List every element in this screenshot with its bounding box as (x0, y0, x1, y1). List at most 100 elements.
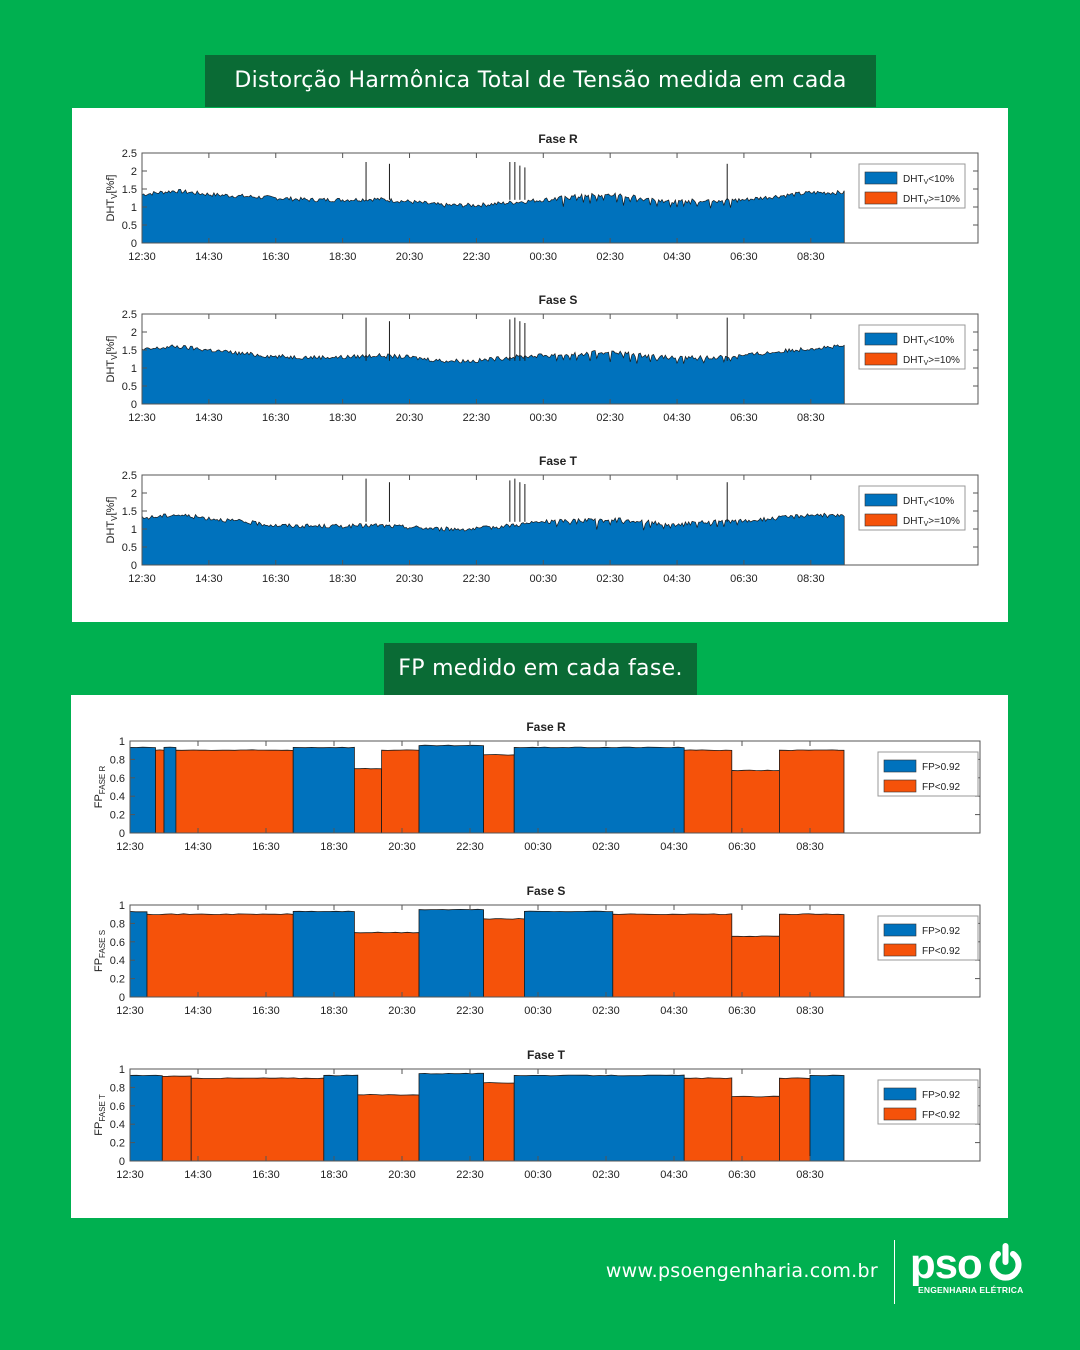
chart-title: Fase T (539, 454, 578, 468)
x-tick-label: 20:30 (388, 1005, 416, 1017)
x-tick-label: 12:30 (116, 1169, 144, 1181)
dht-area-series (141, 512, 845, 566)
y-tick-label: 1 (131, 202, 137, 214)
y-tick-label: 1 (119, 736, 125, 748)
x-tick-label: 00:30 (524, 1169, 552, 1181)
x-tick-label: 20:30 (396, 412, 424, 424)
plot-frame (129, 740, 981, 834)
x-tick-label: 22:30 (456, 841, 484, 853)
y-tick-label: 1 (131, 363, 137, 375)
y-tick-label: 0 (119, 1156, 125, 1168)
x-tick-label: 16:30 (262, 412, 290, 424)
fp-segment (323, 1074, 359, 1162)
chart-fp-r: 0 0.2 0.4 0.6 0.8 1 12:30 14:30 16:30 18:30 20:30 2… (93, 720, 981, 853)
legend-label: DHTV<10% (903, 496, 954, 508)
y-axis-label: DHTV[%f] (105, 175, 119, 222)
dht-charts-svg: 0 0.5 1 1.5 2 2.5 12:30 14:30 16:30 18:30 20:30 22:… (105, 132, 979, 585)
legend-label: FP>0.92 (922, 926, 961, 937)
fp-segment (292, 746, 355, 834)
y-tick-label: 2.5 (122, 309, 137, 321)
y-tick-label: 2 (131, 327, 137, 339)
legend-label: FP>0.92 (922, 762, 961, 773)
y-tick-label: 1 (119, 1064, 125, 1076)
plot-frame (141, 152, 979, 244)
x-tick-label: 16:30 (252, 841, 280, 853)
fp-segment (683, 1077, 733, 1162)
x-tick-label: 14:30 (184, 1005, 212, 1017)
x-tick-label: 22:30 (456, 1169, 484, 1181)
y-tick-label: 1 (119, 900, 125, 912)
x-tick-label: 22:30 (463, 251, 491, 263)
y-tick-label: 0.4 (110, 1119, 125, 1131)
fp-segment (731, 769, 780, 834)
legend-swatch (864, 332, 898, 346)
x-tick-label: 06:30 (730, 251, 758, 263)
x-tick-label: 20:30 (396, 573, 424, 585)
fp-segment (129, 1074, 163, 1162)
x-tick-label: 08:30 (796, 841, 824, 853)
x-tick-label: 18:30 (320, 1005, 348, 1017)
y-tick-label: 0 (119, 828, 125, 840)
y-tick-label: 0.5 (122, 542, 137, 554)
y-tick-label: 0 (119, 992, 125, 1004)
fp-segment (418, 908, 484, 998)
x-tick-label: 14:30 (184, 841, 212, 853)
fp-segment (190, 1077, 325, 1162)
fp-segment (163, 746, 177, 834)
x-tick-label: 22:30 (463, 412, 491, 424)
x-tick-label: 00:30 (524, 841, 552, 853)
fp-segment (524, 910, 614, 998)
y-tick-label: 1 (131, 524, 137, 536)
legend-swatch (883, 759, 917, 773)
y-axis-label: DHTV[%f] (105, 336, 119, 383)
legend-label: FP<0.92 (922, 782, 961, 793)
logo-wordmark: pso (910, 1242, 982, 1286)
x-tick-label: 00:30 (524, 1005, 552, 1017)
legend-label: DHTV<10% (903, 335, 954, 347)
x-tick-label: 00:30 (530, 412, 558, 424)
x-tick-label: 16:30 (252, 1005, 280, 1017)
x-tick-label: 04:30 (663, 412, 691, 424)
footer-divider (894, 1240, 895, 1304)
fp-segment (354, 931, 420, 998)
legend-swatch (883, 1107, 917, 1121)
x-tick-label: 14:30 (195, 412, 223, 424)
fp-chart-panel: 0 0.2 0.4 0.6 0.8 1 12:30 14:30 16:30 18:30 20:30 2… (71, 695, 1008, 1218)
legend-swatch (864, 191, 898, 205)
chart-fp-t: 0 0.2 0.4 0.6 0.8 1 12:30 14:30 16:30 18:30 20:30 2… (93, 1048, 981, 1181)
x-tick-label: 00:30 (530, 573, 558, 585)
x-tick-label: 02:30 (596, 412, 624, 424)
fp-segment (779, 913, 845, 998)
fp-segment (129, 911, 148, 998)
x-tick-label: 20:30 (388, 1169, 416, 1181)
legend-swatch (864, 513, 898, 527)
x-tick-label: 20:30 (388, 841, 416, 853)
fp-segment (779, 1077, 811, 1162)
fp-segment (418, 744, 484, 834)
y-tick-label: 0.6 (110, 773, 125, 785)
fp-segment (175, 749, 294, 834)
legend-swatch (883, 923, 917, 937)
chart-dht-t: 0 0.5 1 1.5 2 2.5 12:30 14:30 16:30 18:30 20:30 22:… (105, 454, 979, 585)
chart-title: Fase T (527, 1048, 566, 1062)
company-logo: pso ENGENHARIA ELÉTRICA (908, 1242, 1028, 1302)
fp-segment (354, 767, 382, 834)
x-tick-label: 14:30 (195, 251, 223, 263)
plot-frame (141, 313, 979, 405)
chart-title: Fase S (527, 884, 566, 898)
legend-label: DHTV<10% (903, 174, 954, 186)
y-tick-label: 0.5 (122, 220, 137, 232)
fp-segment (612, 913, 733, 998)
fp-segment (683, 749, 733, 834)
fp-segment (129, 746, 156, 834)
x-tick-label: 22:30 (456, 1005, 484, 1017)
logo-graphic: pso (910, 1242, 1022, 1286)
fp-segment (357, 1093, 420, 1162)
dht-section-title: Distorção Harmônica Total de Tensão medi… (205, 55, 876, 145)
website-url[interactable]: www.psoengenharia.com.br (605, 1260, 878, 1282)
y-axis-label: FPFASE T (93, 1094, 107, 1136)
fp-segment (483, 918, 525, 998)
y-tick-label: 2 (131, 166, 137, 178)
y-tick-label: 0.4 (110, 955, 125, 967)
dht-area-series (141, 344, 845, 405)
